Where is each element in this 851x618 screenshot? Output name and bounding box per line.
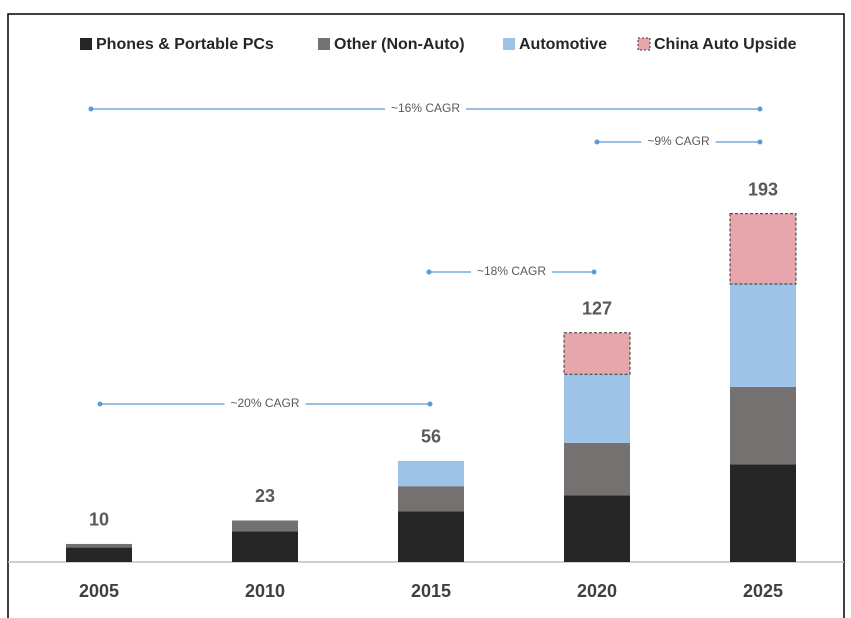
x-tick-label: 2005	[79, 581, 119, 601]
legend-label: China Auto Upside	[654, 36, 797, 53]
frame	[7, 13, 845, 618]
x-tick-label: 2015	[411, 581, 451, 601]
bar-segment	[730, 284, 796, 387]
x-tick-label: 2025	[743, 581, 783, 601]
cagr-label: ~16% CAGR	[391, 101, 460, 115]
bar-segment	[730, 464, 796, 562]
cagr-label-bg	[384, 101, 467, 117]
cagr-dot	[88, 106, 94, 112]
bar-segment	[232, 531, 298, 562]
total-label: 23	[255, 486, 275, 506]
legend-label: Other (Non-Auto)	[334, 36, 465, 53]
cagr-dot	[97, 401, 103, 407]
cagr-label-bg	[224, 396, 306, 412]
bar-segment	[563, 332, 631, 375]
legend-swatch	[503, 38, 515, 50]
bar-segment	[564, 374, 630, 443]
bar-segment	[398, 460, 464, 487]
cagr-dot	[757, 106, 763, 112]
bar-segment	[730, 386, 796, 465]
bar-segment	[564, 495, 630, 562]
bar-segment	[398, 511, 464, 562]
legend-swatch	[637, 37, 651, 51]
cagr-dot	[757, 139, 763, 145]
bar-segment	[564, 442, 630, 496]
cagr-dot	[591, 269, 597, 275]
bar-segment	[729, 213, 797, 285]
cagr-label: ~9% CAGR	[647, 134, 710, 148]
total-label: 56	[421, 427, 441, 447]
cagr-label-bg	[641, 134, 716, 150]
legend-swatch	[80, 38, 92, 50]
legend-swatch	[318, 38, 330, 50]
total-label: 10	[89, 510, 109, 530]
total-label: 193	[748, 179, 778, 199]
cagr-dot	[426, 269, 432, 275]
cagr-dot	[594, 139, 600, 145]
cagr-label: ~20% CAGR	[230, 396, 299, 410]
legend-label: Phones & Portable PCs	[96, 36, 274, 53]
x-tick-label: 2010	[245, 581, 285, 601]
bar-segment	[398, 486, 464, 512]
bar-segment	[66, 543, 132, 548]
cagr-dot	[427, 401, 433, 407]
x-tick-label: 2020	[577, 581, 617, 601]
total-label: 127	[582, 299, 612, 319]
cagr-label-bg	[470, 264, 553, 280]
bar-segment	[66, 547, 132, 562]
cagr-label: ~18% CAGR	[477, 264, 546, 278]
legend-label: Automotive	[519, 36, 607, 53]
bar-segment	[232, 520, 298, 532]
